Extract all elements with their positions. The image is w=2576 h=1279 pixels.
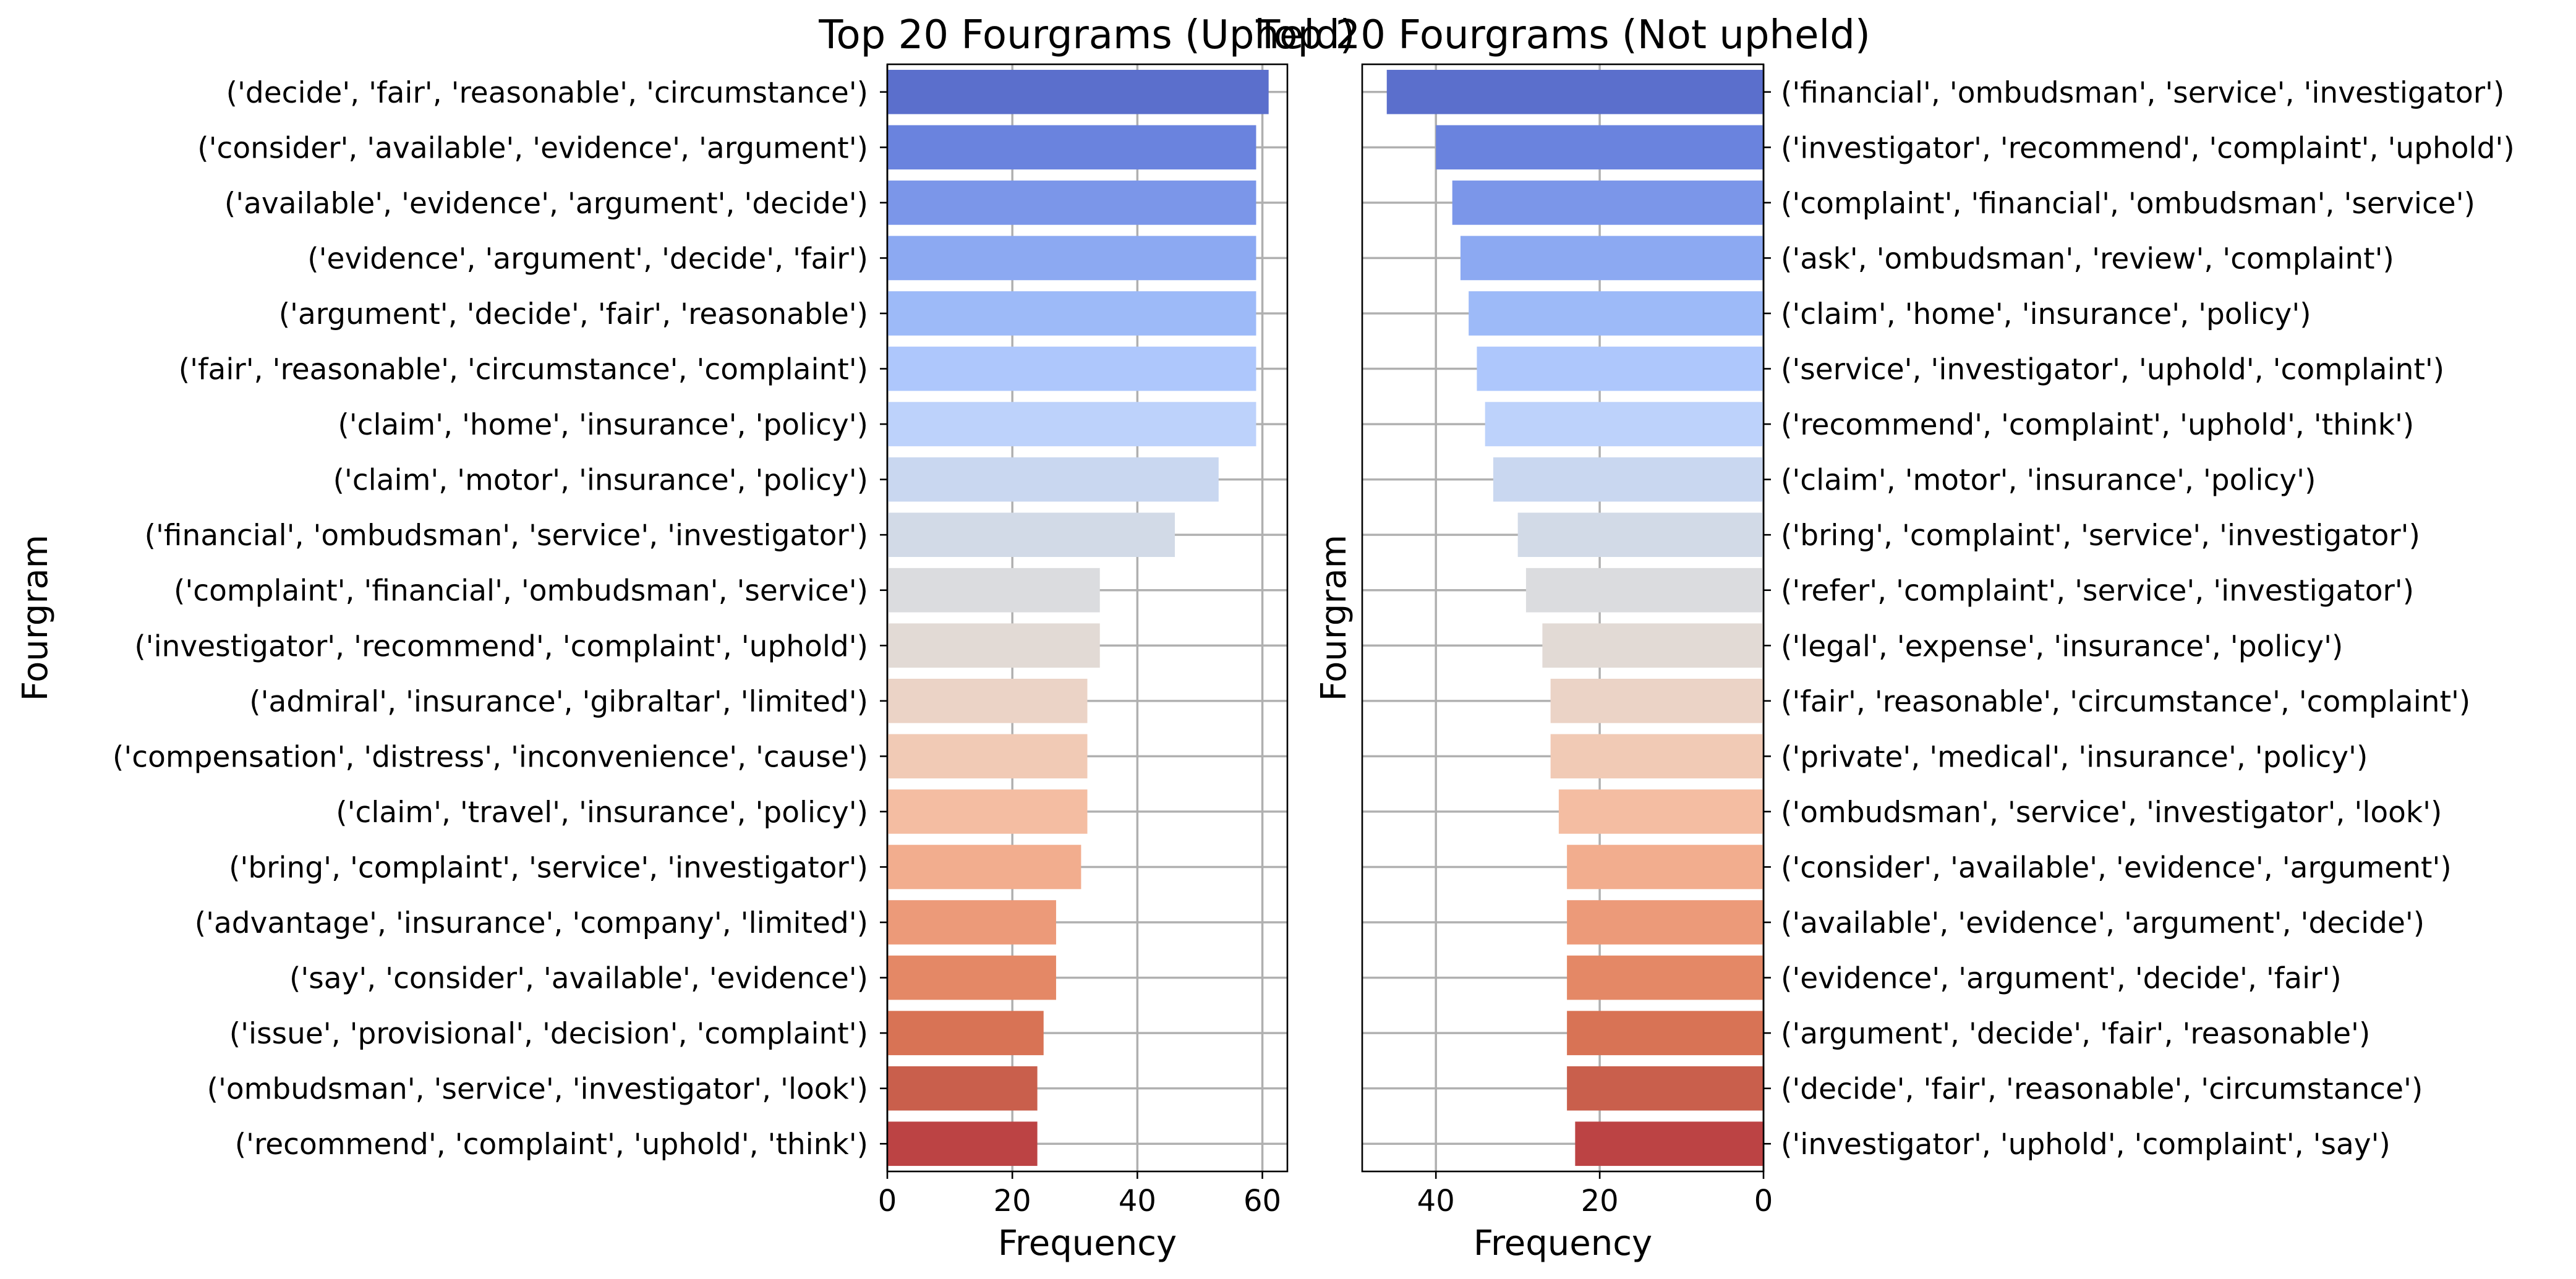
not-upheld-category-label-13: ('ombudsman', 'service', 'investigator',… [1781, 796, 2442, 830]
not-upheld-category-label-12: ('private', 'medical', 'insurance', 'pol… [1781, 740, 2368, 774]
not-upheld-xtick-label-0: 40 [1417, 1184, 1455, 1218]
not-upheld-bar-17 [1567, 1011, 1764, 1055]
not-upheld-category-label-2: ('complaint', 'financial', 'ombudsman', … [1781, 187, 2475, 221]
upheld-category-label-14: ('bring', 'complaint', 'service', 'inves… [229, 851, 868, 885]
not-upheld-bar-18 [1567, 1066, 1764, 1111]
upheld-y-axis-label: Fourgram [15, 535, 56, 701]
upheld-category-label-3: ('evidence', 'argument', 'decide', 'fair… [307, 242, 868, 276]
upheld-category-label-11: ('admiral', 'insurance', 'gibraltar', 'l… [249, 685, 868, 719]
upheld-category-label-18: ('ombudsman', 'service', 'investigator',… [207, 1073, 868, 1107]
not-upheld-bar-15 [1567, 900, 1764, 945]
not-upheld-category-label-19: ('investigator', 'uphold', 'complaint', … [1781, 1128, 2390, 1162]
upheld-bar-13 [887, 789, 1088, 834]
upheld-xtick-label-0: 0 [878, 1184, 897, 1218]
not-upheld-axes-frame [1361, 63, 1765, 1173]
not-upheld-bar-0 [1386, 69, 1764, 114]
upheld-bar-0 [887, 69, 1269, 114]
upheld-bar-4 [887, 291, 1256, 336]
not-upheld-category-label-10: ('legal', 'expense', 'insurance', 'polic… [1781, 629, 2343, 663]
not-upheld-bar-8 [1517, 512, 1764, 557]
not-upheld-category-label-14: ('consider', 'available', 'evidence', 'a… [1781, 851, 2452, 885]
not-upheld-category-label-4: ('claim', 'home', 'insurance', 'policy') [1781, 297, 2311, 331]
upheld-category-label-16: ('say', 'consider', 'available', 'eviden… [289, 962, 868, 996]
upheld-bar-10 [887, 623, 1100, 668]
upheld-bar-2 [887, 181, 1256, 225]
upheld-bar-14 [887, 844, 1081, 890]
not-upheld-xtick-label-2: 0 [1754, 1184, 1773, 1218]
upheld-category-label-4: ('argument', 'decide', 'fair', 'reasonab… [279, 297, 868, 331]
upheld-xtick-label-2: 40 [1119, 1184, 1156, 1218]
upheld-bar-3 [887, 236, 1256, 281]
not-upheld-bar-13 [1558, 789, 1764, 834]
not-upheld-bar-4 [1469, 291, 1764, 336]
not-upheld-bar-2 [1452, 181, 1764, 225]
upheld-category-label-7: ('claim', 'motor', 'insurance', 'policy'… [333, 464, 868, 498]
upheld-axes-frame [886, 63, 1289, 1173]
upheld-category-label-2: ('available', 'evidence', 'argument', 'd… [224, 187, 868, 221]
not-upheld-bar-1 [1436, 125, 1764, 170]
upheld-bar-16 [887, 955, 1056, 1000]
upheld-category-label-0: ('decide', 'fair', 'reasonable', 'circum… [226, 76, 868, 110]
upheld-bar-12 [887, 734, 1088, 779]
not-upheld-category-label-17: ('argument', 'decide', 'fair', 'reasonab… [1781, 1017, 2370, 1051]
upheld-bar-8 [887, 512, 1175, 557]
not-upheld-category-label-6: ('recommend', 'complaint', 'uphold', 'th… [1781, 408, 2414, 442]
not-upheld-category-label-15: ('available', 'evidence', 'argument', 'd… [1781, 906, 2425, 940]
not-upheld-bar-7 [1493, 457, 1764, 502]
upheld-category-label-5: ('fair', 'reasonable', 'circumstance', '… [179, 353, 868, 387]
not-upheld-bar-10 [1542, 623, 1764, 668]
not-upheld-bar-16 [1567, 955, 1764, 1000]
not-upheld-bar-19 [1575, 1121, 1764, 1166]
upheld-category-label-17: ('issue', 'provisional', 'decision', 'co… [229, 1017, 868, 1051]
upheld-category-label-6: ('claim', 'home', 'insurance', 'policy') [338, 408, 868, 442]
not-upheld-bar-9 [1525, 567, 1764, 613]
not-upheld-bar-11 [1550, 679, 1764, 723]
upheld-category-label-1: ('consider', 'available', 'evidence', 'a… [197, 131, 868, 165]
not-upheld-category-label-16: ('evidence', 'argument', 'decide', 'fair… [1781, 962, 2342, 996]
upheld-bar-9 [887, 567, 1100, 613]
not-upheld-bar-14 [1567, 844, 1764, 890]
not-upheld-category-label-1: ('investigator', 'recommend', 'complaint… [1781, 131, 2515, 165]
upheld-bar-19 [887, 1121, 1038, 1166]
chart-not-upheld: ('financial', 'ombudsman', 'service', 'i… [1255, 12, 2515, 1264]
upheld-category-label-9: ('complaint', 'financial', 'ombudsman', … [174, 574, 868, 608]
upheld-x-axis-label: Frequency [998, 1223, 1177, 1264]
upheld-category-label-10: ('investigator', 'recommend', 'complaint… [134, 629, 868, 663]
upheld-bar-7 [887, 457, 1219, 502]
upheld-bar-17 [887, 1011, 1044, 1055]
upheld-bar-15 [887, 900, 1056, 945]
upheld-category-label-12: ('compensation', 'distress', 'inconvenie… [113, 740, 868, 774]
upheld-category-label-8: ('financial', 'ombudsman', 'service', 'i… [145, 519, 868, 553]
upheld-chart-title: Top 20 Fourgrams (Upheld) [818, 12, 1355, 58]
not-upheld-y-axis-label: Fourgram [1314, 535, 1354, 701]
upheld-bar-5 [887, 346, 1256, 391]
upheld-bar-18 [887, 1066, 1038, 1111]
not-upheld-xtick-label-1: 20 [1581, 1184, 1619, 1218]
not-upheld-bar-3 [1460, 236, 1764, 281]
upheld-bar-11 [887, 679, 1088, 723]
upheld-bar-1 [887, 125, 1256, 170]
upheld-xtick-label-3: 60 [1243, 1184, 1281, 1218]
not-upheld-x-axis-label: Frequency [1474, 1223, 1652, 1264]
upheld-xtick-label-1: 20 [994, 1184, 1031, 1218]
not-upheld-category-label-0: ('financial', 'ombudsman', 'service', 'i… [1781, 76, 2504, 110]
not-upheld-category-label-8: ('bring', 'complaint', 'service', 'inves… [1781, 519, 2420, 553]
not-upheld-category-label-11: ('fair', 'reasonable', 'circumstance', '… [1781, 685, 2470, 719]
upheld-category-label-19: ('recommend', 'complaint', 'uphold', 'th… [235, 1128, 868, 1162]
not-upheld-bar-12 [1550, 734, 1764, 779]
chart-upheld: ('decide', 'fair', 'reasonable', 'circum… [15, 12, 1355, 1264]
not-upheld-category-label-7: ('claim', 'motor', 'insurance', 'policy'… [1781, 464, 2316, 498]
upheld-category-label-13: ('claim', 'travel', 'insurance', 'policy… [336, 796, 868, 830]
not-upheld-bar-5 [1477, 346, 1764, 391]
not-upheld-category-label-9: ('refer', 'complaint', 'service', 'inves… [1781, 574, 2414, 608]
upheld-bar-6 [887, 402, 1256, 446]
not-upheld-bar-6 [1485, 402, 1764, 446]
not-upheld-category-label-5: ('service', 'investigator', 'uphold', 'c… [1781, 353, 2444, 387]
not-upheld-category-label-18: ('decide', 'fair', 'reasonable', 'circum… [1781, 1073, 2423, 1107]
not-upheld-category-label-3: ('ask', 'ombudsman', 'review', 'complain… [1781, 242, 2394, 276]
upheld-category-label-15: ('advantage', 'insurance', 'company', 'l… [195, 906, 868, 940]
not-upheld-chart-title: Top 20 Fourgrams (Not upheld) [1255, 12, 1870, 58]
